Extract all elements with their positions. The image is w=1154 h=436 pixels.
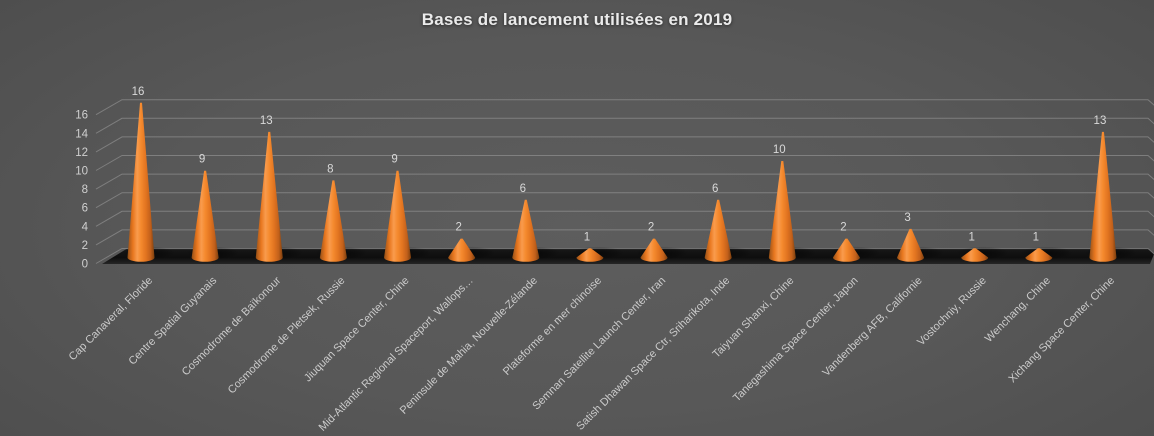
gridline (95, 210, 1154, 227)
cone (768, 161, 796, 262)
data-label: 6 (712, 183, 718, 195)
y-tick-label: 8 (82, 184, 88, 196)
cone (384, 170, 412, 262)
data-label: 9 (391, 154, 397, 166)
data-label: 6 (520, 183, 526, 195)
cone (832, 238, 860, 262)
y-tick-label: 4 (82, 221, 89, 233)
cone (1089, 131, 1117, 262)
cone (961, 248, 989, 262)
data-label: 1 (1033, 231, 1039, 243)
data-label: 2 (648, 222, 654, 234)
cone (1025, 248, 1053, 262)
cone (704, 199, 732, 262)
gridline (95, 136, 1154, 153)
cone (448, 238, 476, 262)
y-tick-label: 6 (82, 203, 88, 215)
gridline (95, 99, 1154, 116)
gridline (95, 117, 1154, 134)
category-label: Vostochniy, Russie (915, 275, 989, 349)
gridline (95, 248, 1154, 264)
cone (512, 199, 540, 262)
cone (191, 170, 219, 262)
category-label: Cosmodrome de Pletsek, Russie (226, 275, 348, 397)
y-tick-label: 10 (75, 166, 88, 178)
cone (127, 102, 155, 262)
data-label: 1 (584, 231, 590, 243)
y-tick-label: 14 (75, 128, 88, 140)
gridline (95, 229, 1154, 246)
category-label: Satish Dhawan Space Ctr, Sriharikota, In… (574, 275, 732, 433)
category-label: Peninsule de Mahia, Nouvelle-Zélande (398, 275, 540, 417)
data-label: 2 (840, 222, 846, 234)
data-label: 13 (260, 115, 273, 127)
category-label: Semnan Satellite Launch Center, Iran (530, 275, 668, 413)
data-label: 10 (773, 144, 786, 156)
cone (255, 131, 283, 262)
data-label: 8 (327, 163, 333, 175)
cones (127, 102, 1117, 262)
chart-title: Bases de lancement utilisées en 2019 (421, 10, 733, 29)
category-label: Tanegashima Space Center, Japon (731, 275, 861, 405)
y-tick-label: 0 (82, 259, 88, 271)
data-label: 3 (904, 212, 910, 224)
data-labels: 16 9 13 8 9 2 6 1 2 6 10 2 3 1 1 13 (132, 86, 1107, 244)
y-tick-label: 16 (75, 110, 88, 122)
gridlines (95, 99, 1154, 264)
category-label: Xichang Space Center, Chine (1007, 275, 1118, 386)
data-label: 2 (455, 222, 461, 234)
category-label: Wenchang, Chine (983, 275, 1053, 345)
gridline (95, 173, 1154, 190)
data-label: 9 (199, 154, 205, 166)
data-label: 13 (1094, 115, 1107, 127)
gridline (95, 155, 1154, 171)
y-tick-label: 2 (82, 240, 88, 252)
category-label: Jiuquan Space Center, Chine (302, 275, 412, 385)
cone (640, 238, 668, 262)
cone (576, 248, 604, 262)
gridline (95, 192, 1154, 209)
y-tick-label: 12 (75, 147, 88, 159)
data-label: 16 (132, 86, 145, 98)
cone (897, 228, 925, 262)
data-label: 1 (968, 231, 974, 243)
y-axis-tick-labels: 0 2 4 6 8 10 12 14 16 (75, 110, 88, 271)
cone (319, 180, 347, 262)
